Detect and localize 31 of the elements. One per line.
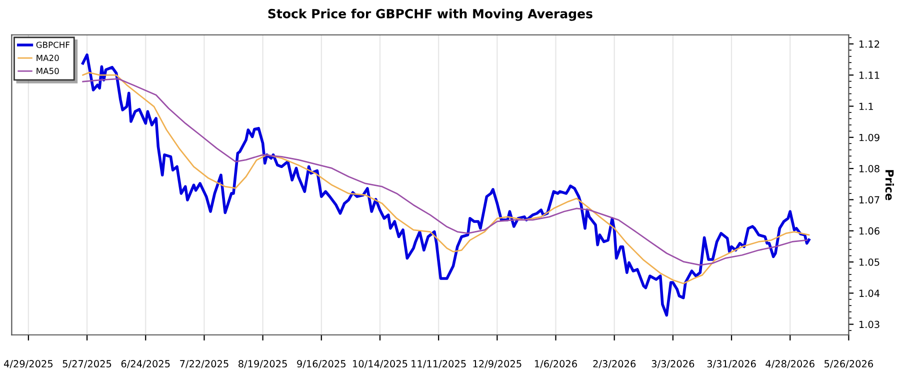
x-tick-label: 7/22/2025 — [180, 360, 228, 368]
x-tick-label: 5/26/2026 — [824, 360, 874, 368]
y-tick-label: 1.1 — [859, 102, 873, 110]
x-tick-label: 4/29/2025 — [4, 360, 53, 368]
y-tick-label: 1.03 — [859, 320, 880, 328]
x-tick-label: 3/3/2026 — [652, 360, 694, 368]
x-tick-label: 9/16/2025 — [297, 360, 346, 368]
legend-label: MA20 — [36, 54, 59, 62]
y-tick-label: 1.12 — [859, 40, 880, 48]
y-tick-label: 1.04 — [859, 290, 880, 297]
x-tick-label: 5/27/2025 — [62, 360, 112, 368]
y-tick-label: 1.09 — [859, 134, 880, 142]
x-tick-label: 3/31/2026 — [707, 360, 756, 368]
y-tick-label: 1.08 — [859, 165, 880, 172]
x-tick-label: 12/9/2025 — [473, 360, 522, 368]
chart-title: Stock Price for GBPCHF with Moving Averages — [268, 8, 592, 21]
x-tick-label: 8/19/2025 — [238, 360, 287, 368]
x-tick-label: 2/3/2026 — [593, 360, 636, 368]
y-tick-label: 1.06 — [859, 227, 880, 235]
y-axis-title: Price — [885, 170, 894, 200]
legend-label: GBPCHF — [36, 42, 70, 48]
x-tick-label: 11/11/2025 — [412, 360, 466, 368]
x-tick-label: 1/6/2026 — [534, 360, 577, 368]
y-tick-label: 1.11 — [859, 72, 880, 79]
legend-label: MA50 — [36, 68, 59, 74]
x-tick-label: 6/24/2025 — [121, 360, 170, 368]
y-tick-label: 1.05 — [859, 258, 880, 266]
line-series — [81, 53, 810, 317]
y-tick-label: 1.07 — [859, 196, 880, 204]
x-tick-label: 10/14/2025 — [353, 360, 408, 368]
x-tick-label: 4/28/2026 — [766, 360, 814, 368]
